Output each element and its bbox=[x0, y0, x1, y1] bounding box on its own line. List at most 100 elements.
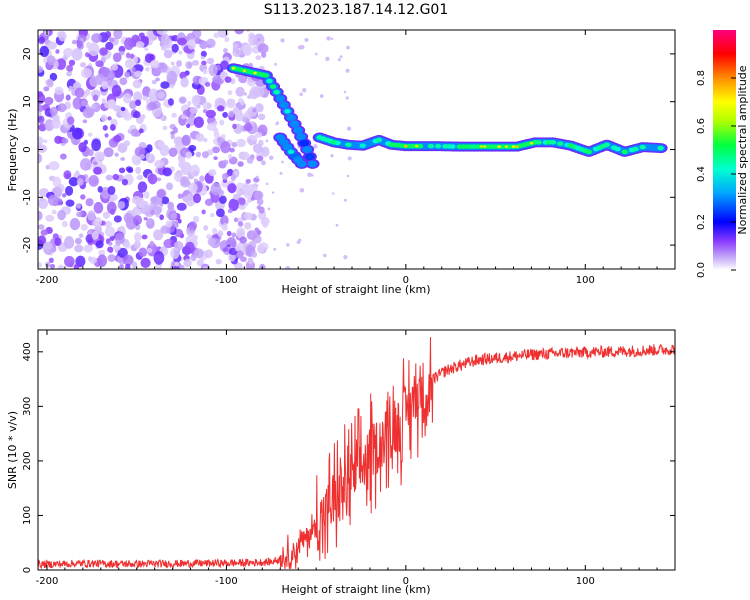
noise-blob bbox=[185, 151, 193, 159]
noise-blob bbox=[95, 240, 104, 249]
noise-blob bbox=[55, 49, 60, 54]
noise-blob bbox=[65, 125, 71, 131]
noise-speck bbox=[345, 68, 350, 73]
colorbar-ticks: 0.0 0.2 0.4 0.6 0.8 bbox=[696, 70, 736, 278]
ridge-blob bbox=[529, 141, 534, 145]
noise-blob bbox=[236, 138, 246, 148]
noise-blob bbox=[234, 30, 245, 35]
noise-blob bbox=[187, 182, 198, 194]
noise-blob bbox=[91, 33, 102, 43]
noise-blob bbox=[85, 198, 94, 207]
noise-blob bbox=[186, 123, 191, 129]
y-tick-label: 10 bbox=[22, 95, 33, 108]
noise-blob bbox=[240, 256, 247, 263]
noise-blob bbox=[184, 241, 195, 254]
noise-blob bbox=[108, 99, 117, 108]
noise-speck bbox=[346, 45, 350, 50]
noise-blob bbox=[239, 151, 250, 161]
noise-blob bbox=[76, 40, 83, 49]
noise-blob bbox=[104, 226, 116, 237]
noise-blob bbox=[206, 234, 212, 240]
noise-blob bbox=[68, 85, 74, 92]
ridge-blob bbox=[242, 69, 247, 72]
noise-blob bbox=[200, 50, 207, 58]
noise-blob bbox=[100, 114, 108, 122]
x-tick-label: -100 bbox=[215, 576, 238, 587]
noise-blob bbox=[252, 186, 258, 192]
noise-blob bbox=[138, 128, 144, 134]
noise-blob bbox=[253, 86, 265, 97]
y-tick-label: 0 bbox=[22, 146, 33, 152]
noise-blob bbox=[108, 37, 115, 43]
noise-blob bbox=[105, 41, 114, 51]
ridge-blob bbox=[289, 120, 300, 128]
noise-blob bbox=[81, 99, 87, 107]
noise-blob bbox=[214, 97, 226, 107]
noise-speck bbox=[339, 55, 343, 59]
noise-blob bbox=[238, 74, 248, 84]
noise-blob bbox=[215, 208, 225, 218]
noise-blob bbox=[65, 185, 74, 196]
noise-blob bbox=[80, 158, 91, 171]
noise-blob bbox=[193, 248, 204, 259]
noise-blob bbox=[246, 230, 257, 240]
noise-blob bbox=[98, 249, 106, 257]
noise-blob bbox=[145, 153, 152, 161]
noise-blob bbox=[48, 160, 60, 171]
noise-speck bbox=[248, 138, 253, 143]
noise-blob bbox=[160, 114, 167, 122]
noise-speck bbox=[323, 253, 327, 258]
noise-blob bbox=[147, 102, 158, 111]
noise-blob bbox=[61, 137, 69, 144]
noise-blob bbox=[101, 98, 106, 104]
noise-blob bbox=[229, 147, 235, 153]
noise-blob bbox=[109, 235, 115, 241]
noise-blob bbox=[176, 202, 187, 211]
noise-blob bbox=[234, 262, 243, 269]
noise-blob bbox=[252, 143, 263, 154]
noise-blob bbox=[119, 263, 124, 269]
noise-speck bbox=[273, 247, 277, 251]
noise-blob bbox=[222, 111, 228, 118]
noise-blob bbox=[43, 86, 50, 92]
noise-blob bbox=[66, 71, 72, 77]
noise-blob bbox=[63, 47, 74, 58]
noise-blob bbox=[221, 173, 229, 181]
noise-speck bbox=[330, 153, 334, 158]
noise-blob bbox=[170, 133, 176, 140]
snr-y-ticks: 0 100 200 300 400 bbox=[22, 342, 675, 573]
noise-blob bbox=[187, 100, 192, 107]
noise-blob bbox=[213, 156, 218, 161]
noise-blob bbox=[97, 186, 103, 193]
ridge-blob bbox=[269, 84, 277, 89]
noise-blob bbox=[160, 33, 170, 46]
noise-blob bbox=[231, 141, 238, 148]
noise-blob bbox=[220, 60, 229, 70]
noise-blob bbox=[43, 242, 53, 250]
x-tick-label: 0 bbox=[403, 275, 409, 286]
noise-speck bbox=[271, 191, 275, 194]
ridge-blob bbox=[278, 101, 289, 109]
noise-blob bbox=[157, 62, 168, 73]
noise-blob bbox=[132, 79, 142, 89]
noise-blob bbox=[144, 47, 149, 51]
noise-blob bbox=[38, 92, 46, 105]
noise-blob bbox=[165, 220, 173, 228]
noise-blob bbox=[156, 91, 165, 100]
noise-blob bbox=[49, 106, 58, 117]
noise-blob bbox=[38, 224, 45, 230]
noise-speck bbox=[326, 36, 331, 41]
noise-speck bbox=[345, 96, 349, 100]
noise-blob bbox=[80, 67, 92, 79]
noise-blob bbox=[212, 227, 218, 235]
noise-blob bbox=[106, 70, 116, 81]
noise-blob bbox=[108, 86, 113, 91]
noise-blob bbox=[237, 221, 244, 227]
noise-blob bbox=[123, 212, 134, 224]
snr-y-label: SNR (10 * v/v) bbox=[6, 411, 19, 489]
noise-blob bbox=[87, 132, 93, 137]
noise-blob bbox=[102, 125, 108, 131]
noise-blob bbox=[227, 208, 233, 214]
y-tick-label: 0 bbox=[22, 567, 33, 573]
noise-blob bbox=[199, 175, 205, 182]
